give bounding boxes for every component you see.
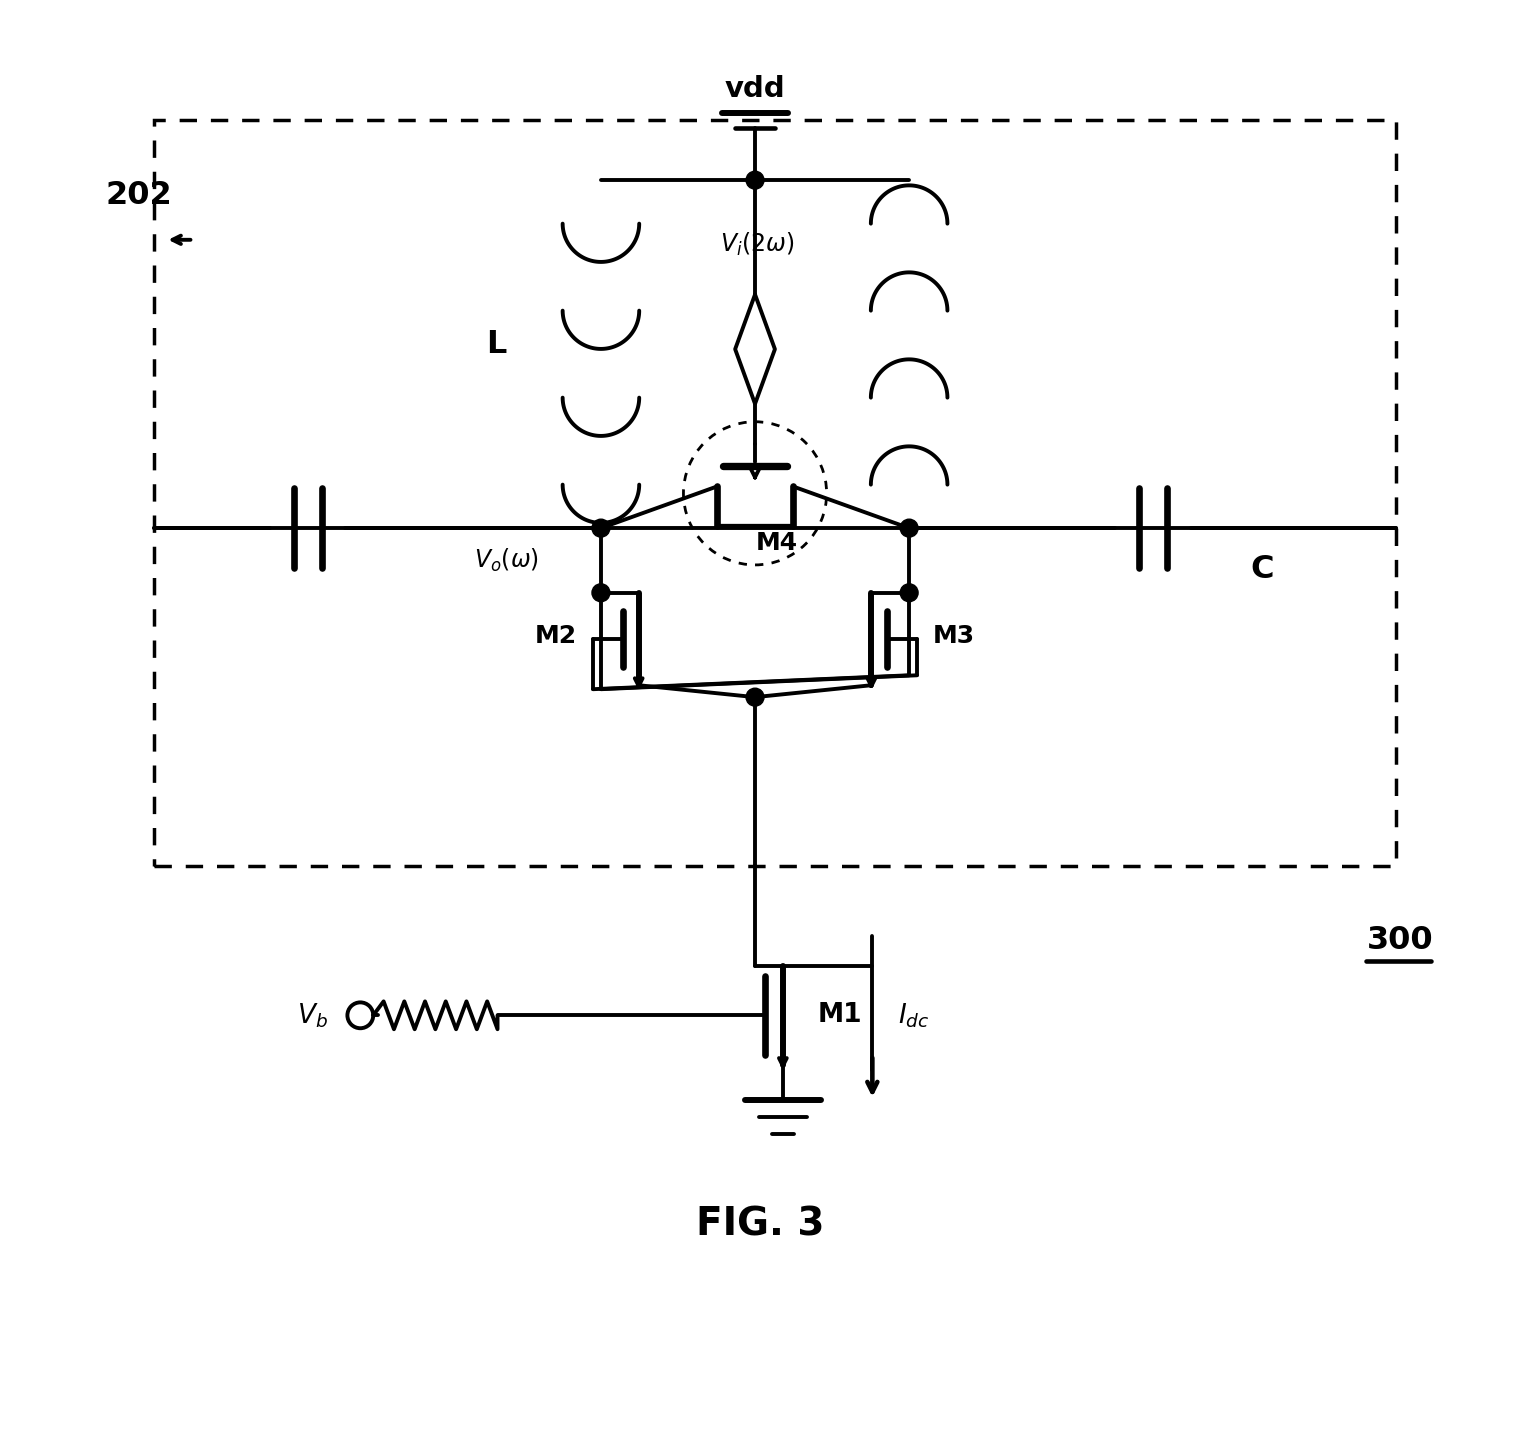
Text: $V_i(2\omega)$: $V_i(2\omega)$	[720, 232, 794, 259]
Circle shape	[746, 689, 764, 706]
Bar	[154, 120, 1396, 867]
Text: L: L	[487, 328, 507, 360]
Text: 300: 300	[1367, 925, 1434, 956]
Text: M3: M3	[933, 624, 976, 647]
Circle shape	[592, 519, 610, 537]
Circle shape	[746, 171, 764, 190]
Text: FIG. 3: FIG. 3	[696, 1205, 825, 1243]
Text: $V_b$: $V_b$	[297, 1001, 329, 1030]
Text: M2: M2	[536, 624, 577, 647]
Text: 202: 202	[105, 179, 172, 211]
Text: M4: M4	[756, 531, 798, 556]
Text: M1: M1	[817, 1003, 861, 1029]
Circle shape	[900, 583, 918, 602]
Text: vdd: vdd	[724, 75, 785, 103]
Circle shape	[900, 519, 918, 537]
Text: C: C	[1251, 554, 1274, 586]
Text: $I_{dc}$: $I_{dc}$	[898, 1001, 930, 1030]
Text: $V_o(\omega)$: $V_o(\omega)$	[473, 547, 539, 573]
Circle shape	[592, 583, 610, 602]
